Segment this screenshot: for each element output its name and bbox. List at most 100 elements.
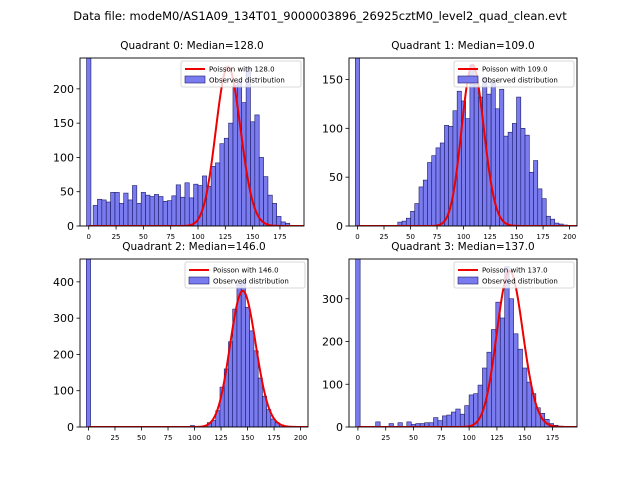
histogram-bar [245, 67, 251, 226]
x-tick-label: 25 [381, 434, 390, 442]
histogram-bar [167, 200, 173, 226]
x-tick-label: 175 [267, 434, 280, 442]
figure-title: Data file: modeM0/AS1A09_134T01_90000038… [73, 9, 567, 23]
x-tick-label: 150 [510, 233, 523, 241]
x-tick-label: 125 [490, 434, 503, 442]
histogram-bar [517, 348, 523, 427]
y-tick-label: 200 [53, 348, 74, 361]
plot-area [86, 58, 304, 226]
subplot-title: Quadrant 1: Median=109.0 [391, 40, 534, 52]
x-tick-label: 25 [111, 434, 120, 442]
legend-poisson-label: Poisson with 146.0 [213, 267, 279, 275]
histogram-bar [422, 179, 428, 226]
histogram-bar [464, 405, 470, 427]
histogram-bar [528, 171, 534, 226]
x-tick-label: 100 [457, 233, 470, 241]
histogram-bar [228, 122, 234, 226]
y-tick-label: 0 [67, 421, 74, 434]
legend-bar-label: Observed distribution [482, 77, 558, 85]
histogram-bar [451, 411, 457, 427]
y-tick-label: 100 [53, 385, 74, 398]
histogram-bar [127, 199, 133, 226]
histogram-bar [446, 414, 452, 427]
histogram-bar [132, 185, 138, 226]
histogram-bar [513, 333, 519, 427]
histogram-bar [267, 194, 273, 226]
legend-bar-label: Observed distribution [213, 278, 289, 286]
x-tick-label: 0 [87, 233, 91, 241]
histogram-bar [455, 408, 461, 427]
x-tick-label: 200 [563, 233, 576, 241]
histogram-bar [240, 280, 246, 427]
histogram-bar-zero [86, 259, 91, 427]
y-tick-label: 100 [322, 122, 343, 135]
histogram-bar [504, 266, 510, 427]
histogram-bar [431, 155, 437, 226]
subplot-title: Quadrant 2: Median=146.0 [122, 241, 265, 253]
x-tick-label: 75 [164, 434, 173, 442]
legend-box [184, 261, 306, 289]
legend-bar-label: Observed distribution [482, 278, 558, 286]
y-tick-label: 50 [329, 171, 343, 184]
histogram-bar-zero [355, 259, 361, 427]
histogram-bar [114, 192, 120, 226]
y-tick-label: 150 [322, 73, 343, 86]
histogram-bar [427, 162, 433, 226]
histogram-bar [245, 306, 250, 427]
x-tick-label: 175 [546, 434, 559, 442]
histogram-bar [258, 157, 264, 226]
poisson-curve [357, 269, 577, 427]
histogram-bar [92, 205, 98, 226]
histogram-bar [184, 182, 190, 226]
histogram-bar [526, 381, 532, 427]
histogram-bar [533, 160, 539, 226]
histogram-bar [257, 377, 263, 427]
legend: Poisson with 137.0 Observed distribution [453, 261, 575, 289]
x-tick-label: 100 [462, 434, 475, 442]
histogram-bar [507, 131, 513, 226]
histogram-bar [444, 125, 449, 226]
x-tick-label: 125 [219, 233, 232, 241]
x-tick-label: 0 [86, 434, 90, 442]
poisson-curve [88, 65, 304, 226]
legend-poisson-label: Poisson with 137.0 [482, 267, 548, 275]
x-tick-label: 150 [246, 233, 259, 241]
histogram-bar [433, 417, 439, 427]
y-tick-label: 150 [53, 117, 74, 130]
histogram-bar [175, 184, 181, 226]
histogram-bar [520, 128, 526, 226]
legend: Poisson with 109.0 Observed distribution [453, 60, 575, 88]
histogram-bar [522, 367, 528, 427]
histogram-bar [249, 330, 255, 427]
x-tick-label: 200 [294, 434, 307, 442]
subplot-title: Quadrant 3: Median=137.0 [391, 241, 534, 253]
histogram-bar [263, 176, 269, 226]
histogram-bar [145, 194, 151, 226]
histogram-bar [473, 84, 479, 226]
x-tick-label: 25 [112, 233, 121, 241]
histogram-bar [550, 218, 556, 226]
histogram-bar [414, 203, 420, 226]
histogram-bar [537, 188, 543, 226]
x-tick-label: 100 [188, 434, 201, 442]
subplot-title: Quadrant 0: Median=128.0 [120, 40, 263, 52]
histogram-bar [188, 197, 194, 226]
histogram-bar-zero [86, 58, 92, 226]
legend-bar-swatch [457, 276, 479, 285]
histogram-bar [499, 88, 505, 226]
histogram-bar [545, 215, 551, 226]
x-tick-label: 125 [214, 434, 227, 442]
histogram-bar [508, 298, 514, 427]
histogram-bar [253, 350, 259, 427]
histogram-bar [375, 421, 381, 427]
histogram-bar [418, 186, 424, 226]
histogram-bar [101, 199, 107, 226]
histogram-bar [119, 203, 125, 226]
histogram-bar [110, 192, 116, 226]
y-tick-label: 0 [336, 421, 343, 434]
histogram-bar [516, 96, 522, 226]
legend-box [453, 261, 575, 289]
histogram-bar [405, 217, 411, 226]
legend-poisson-label: Poisson with 128.0 [209, 66, 275, 74]
histogram-bar [97, 198, 103, 226]
